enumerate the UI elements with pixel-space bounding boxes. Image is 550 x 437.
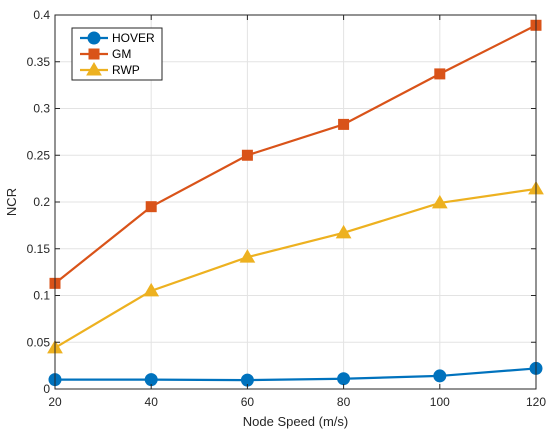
series-line-rwp bbox=[54, 187, 537, 349]
legend-label-hover: HOVER bbox=[112, 31, 155, 45]
data-point-rwp bbox=[143, 282, 160, 297]
data-point-hover bbox=[433, 369, 447, 383]
x-tick-label: 60 bbox=[241, 395, 255, 409]
data-point-gm bbox=[241, 149, 253, 161]
legend-marker-rwp bbox=[86, 62, 102, 76]
y-tick-label: 0 bbox=[43, 382, 50, 396]
data-point-rwp bbox=[239, 249, 256, 263]
x-tick-label: 120 bbox=[526, 395, 546, 409]
y-tick-label: 0.05 bbox=[27, 335, 51, 349]
y-tick-label: 0.2 bbox=[33, 195, 50, 209]
legend-label-rwp: RWP bbox=[112, 63, 140, 77]
series-layer bbox=[47, 19, 544, 387]
data-point-gm bbox=[145, 201, 157, 213]
x-tick-label: 100 bbox=[430, 395, 450, 409]
y-tick-label: 0.4 bbox=[33, 8, 50, 22]
y-tick-label: 0.1 bbox=[33, 289, 50, 303]
data-point-hover bbox=[337, 372, 351, 386]
legend-box bbox=[71, 27, 163, 81]
legend: HOVER GM RWP bbox=[71, 27, 163, 81]
y-tick-label: 0.15 bbox=[27, 242, 51, 256]
x-tick-label: 20 bbox=[48, 395, 62, 409]
legend-entry-rwp: RWP bbox=[80, 62, 140, 77]
legend-marker-hover bbox=[87, 31, 101, 45]
data-point-rwp bbox=[431, 194, 448, 209]
data-point-rwp bbox=[335, 224, 352, 239]
x-tick-label: 40 bbox=[145, 395, 159, 409]
series-line-gm bbox=[54, 24, 537, 285]
series-hover bbox=[48, 361, 543, 387]
legend-entry-hover: HOVER bbox=[80, 31, 155, 45]
data-point-gm bbox=[434, 68, 446, 80]
data-point-hover bbox=[144, 373, 158, 387]
y-axis-label: NCR bbox=[4, 188, 19, 216]
x-axis-label: Node Speed (m/s) bbox=[243, 414, 349, 429]
data-point-gm bbox=[338, 118, 350, 130]
legend-label-gm: GM bbox=[112, 47, 131, 61]
legend-entry-gm: GM bbox=[80, 47, 131, 61]
legend-marker-gm bbox=[88, 48, 100, 60]
series-line-hover bbox=[55, 367, 537, 382]
y-tick-label: 0.35 bbox=[27, 55, 51, 69]
x-tick-label: 80 bbox=[337, 395, 351, 409]
axis-ticks: 20 40 60 80 100 120 0 0.05 0.1 0.15 0.2 0.25 0.3 0.35… bbox=[27, 8, 547, 409]
y-tick-label: 0.3 bbox=[33, 102, 50, 116]
y-tick-label: 0.25 bbox=[27, 148, 51, 162]
